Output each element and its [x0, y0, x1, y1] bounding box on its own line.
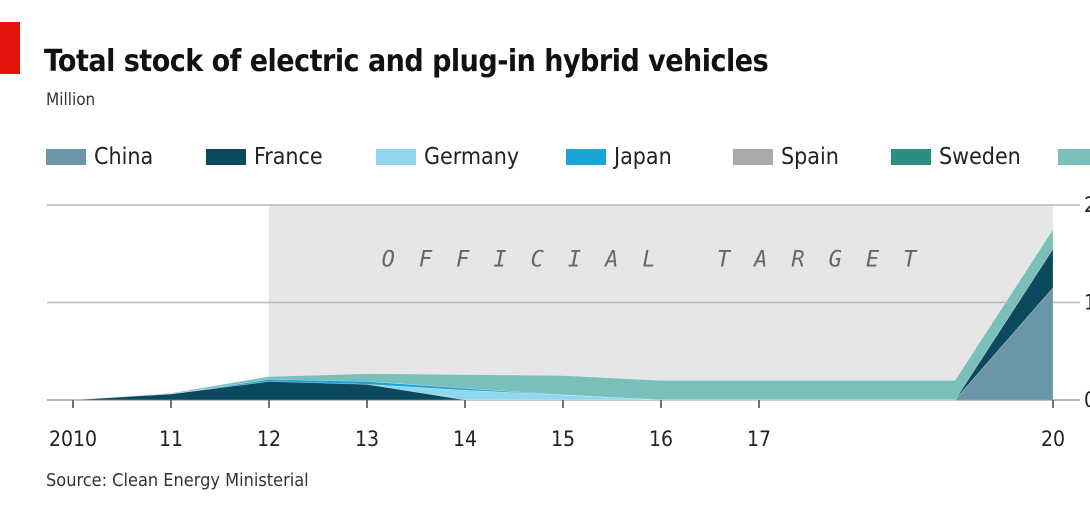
legend-item-france: France: [206, 140, 323, 174]
y-tick-label-0: 0: [1084, 388, 1090, 412]
chart-subtitle: Million: [46, 90, 96, 110]
x-tick-label-2016: 16: [649, 427, 673, 451]
legend-swatch-china: [46, 149, 86, 165]
legend-label-spain: Spain: [781, 144, 839, 170]
x-tick-label-2014: 14: [453, 427, 477, 451]
x-tick-label-2017: 17: [747, 427, 771, 451]
legend-item-china: China: [46, 140, 153, 174]
legend-swatch-japan: [566, 149, 606, 165]
x-tick-label-2020: 20: [1041, 427, 1065, 451]
chart-title: Total stock of electric and plug-in hybr…: [44, 44, 769, 79]
legend-item-united-states: United States: [1058, 140, 1090, 174]
brand-accent-tab: [0, 22, 20, 74]
legend-item-germany: Germany: [376, 140, 519, 174]
area-france: [72, 247, 1054, 401]
source-note: Source: Clean Energy Ministerial: [46, 470, 309, 491]
y-tick-label-2: 2: [1084, 193, 1090, 217]
legend-swatch-france: [206, 149, 246, 165]
y-tick-label-1: 1: [1084, 291, 1090, 315]
legend-item-spain: Spain: [733, 140, 839, 174]
legend-swatch-united-states: [1058, 149, 1090, 165]
x-tick-label-2015: 15: [551, 427, 575, 451]
x-tick-label-2013: 13: [355, 427, 379, 451]
legend-label-china: China: [94, 144, 154, 170]
legend-label-germany: Germany: [424, 144, 520, 170]
legend-label-france: France: [254, 144, 323, 170]
legend-swatch-sweden: [891, 149, 931, 165]
x-tick-label-2011: 11: [159, 427, 183, 451]
legend-swatch-spain: [733, 149, 773, 165]
area-china: [73, 287, 1054, 401]
chart-legend: China France Germany Japan Spain Sweden United…: [46, 140, 1090, 174]
legend-label-japan: Japan: [614, 144, 672, 170]
legend-label-sweden: Sweden: [939, 144, 1021, 170]
legend-item-sweden: Sweden: [891, 140, 1021, 174]
legend-swatch-germany: [376, 149, 416, 165]
x-tick-label-2010: 2010: [49, 427, 97, 451]
legend-item-japan: Japan: [566, 140, 672, 174]
official-target-label: OFFICIAL TARGET: [382, 248, 941, 273]
x-tick-label-2012: 12: [257, 427, 281, 451]
